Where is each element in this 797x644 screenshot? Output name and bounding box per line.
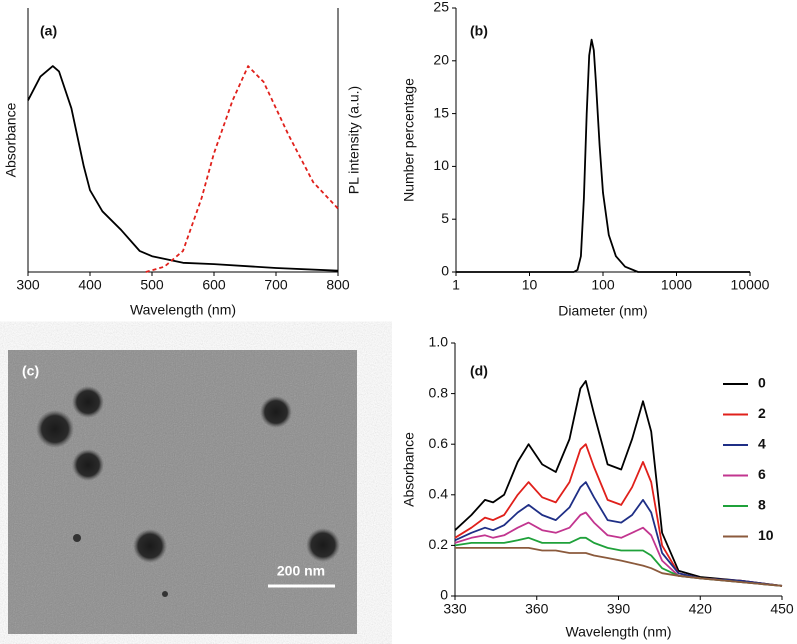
y-tick-label: 5 [441, 210, 449, 226]
x-tick-label: 1000 [661, 277, 692, 293]
x-tick-label: 500 [140, 277, 164, 293]
y-tick-label: 0 [441, 263, 449, 279]
x-tick-label: 10000 [731, 277, 770, 293]
x-tick-label: 1 [452, 277, 460, 293]
x-tick-label: 700 [264, 277, 288, 293]
y-axis-label: Absorbance [3, 102, 19, 177]
y-tick-label: 0 [440, 587, 448, 603]
x-tick-label: 420 [689, 601, 713, 617]
y-tick-label: 20 [433, 52, 449, 68]
legend-label: 10 [758, 527, 774, 543]
tem-image: (c) 200 nm [8, 350, 357, 634]
y-tick-label: 0.6 [429, 435, 449, 451]
data-line [456, 38, 750, 273]
x-tick-label: 100 [591, 277, 615, 293]
x-tick-label: 800 [326, 277, 350, 293]
x-tick-label: 450 [770, 601, 794, 617]
y-tick-label: 0.8 [429, 384, 449, 400]
y-tick-label: 15 [433, 104, 449, 120]
legend-label: 8 [758, 497, 766, 513]
legend-label: 0 [758, 375, 766, 391]
legend-label: 4 [758, 436, 766, 452]
x-tick-label: 390 [607, 601, 631, 617]
data-line [454, 380, 783, 587]
data-line [454, 536, 783, 587]
x-axis-label: Diameter (nm) [558, 303, 647, 319]
data-line [454, 481, 783, 587]
x-axis-label: Wavelength (nm) [565, 624, 671, 640]
legend-label: 6 [758, 466, 766, 482]
legend-label: 2 [758, 405, 766, 421]
y-axis-label: Number percentage [401, 78, 417, 202]
panel-label: (b) [470, 23, 488, 39]
x-tick-label: 400 [78, 277, 102, 293]
y2-axis-label: PL intensity (a.u.) [346, 86, 362, 194]
y-tick-label: 0.4 [429, 486, 449, 502]
x-tick-label: 300 [16, 277, 40, 293]
scale-bar-label: 200 nm [277, 563, 325, 579]
panel-label: (a) [40, 23, 57, 39]
data-line [454, 511, 783, 587]
panel-label: (d) [470, 363, 488, 379]
y-axis-label: Absorbance [401, 432, 417, 507]
x-tick-label: 360 [525, 601, 549, 617]
data-line [454, 443, 783, 587]
data-line [145, 65, 339, 273]
x-axis-label: Wavelength (nm) [130, 302, 236, 318]
x-tick-label: 330 [443, 601, 467, 617]
y-tick-label: 0.2 [429, 536, 449, 552]
x-tick-label: 10 [522, 277, 538, 293]
panel-label: (c) [22, 363, 39, 379]
data-line [27, 65, 339, 272]
y-tick-label: 10 [433, 157, 449, 173]
data-line [455, 547, 783, 587]
y-tick-label: 25 [433, 0, 449, 15]
y-tick-label: 1.0 [429, 334, 449, 350]
x-tick-label: 600 [202, 277, 226, 293]
